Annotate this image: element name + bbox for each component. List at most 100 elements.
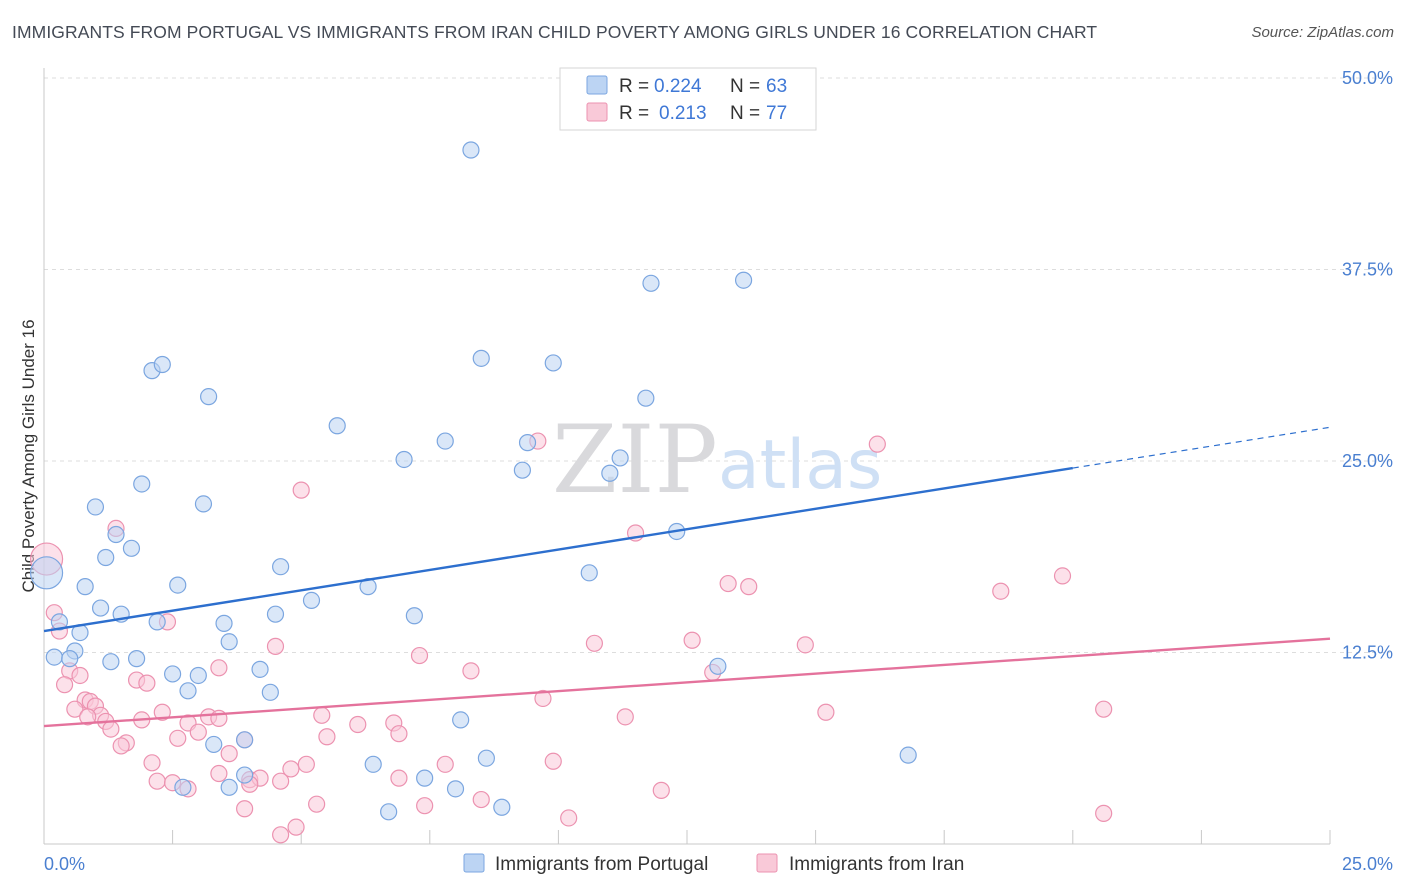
- iran-point: [272, 772, 290, 790]
- legend-r-value-portugal: 0.224: [654, 76, 702, 97]
- portugal-point: [133, 475, 151, 493]
- iran-point: [272, 826, 290, 844]
- chart-title: IMMIGRANTS FROM PORTUGAL VS IMMIGRANTS F…: [12, 22, 1098, 42]
- iran-point: [102, 720, 120, 738]
- iran-point: [616, 708, 634, 726]
- portugal-point: [518, 434, 537, 452]
- iran-point: [652, 781, 670, 799]
- portugal-point: [236, 766, 254, 784]
- iran-point: [292, 481, 310, 499]
- iran-point: [282, 760, 300, 778]
- trendline-iran: [43, 637, 1331, 728]
- iran-point: [79, 708, 97, 726]
- portugal-point: [261, 683, 279, 701]
- gridlines: [44, 77, 1390, 653]
- iran-point: [1095, 804, 1113, 822]
- portugal-point: [179, 682, 197, 700]
- portugal-point: [580, 564, 598, 582]
- iran-point: [138, 674, 156, 692]
- legend-r-label-iran: R =: [619, 103, 649, 124]
- y-tick-label: 25.0%: [1342, 451, 1393, 471]
- portugal-point: [416, 769, 434, 787]
- iran-point: [210, 659, 228, 677]
- iran-point: [143, 754, 161, 772]
- trendline-portugal: [43, 466, 1073, 633]
- watermark: ZIP atlas: [552, 406, 882, 515]
- bottom-legend-label-iran: Immigrants from Iran: [789, 854, 964, 875]
- source-label: Source: ZipAtlas.com: [1251, 24, 1394, 41]
- portugal-point: [493, 798, 511, 816]
- portugal-point: [544, 354, 562, 372]
- portugal-point: [200, 388, 218, 406]
- x-ticks: [172, 830, 1331, 844]
- iran-point: [740, 578, 758, 596]
- trendlines: [43, 426, 1331, 728]
- legend-swatch-portugal: [586, 75, 608, 95]
- portugal-point: [462, 141, 480, 159]
- iran-point: [210, 764, 228, 783]
- portugal-point: [215, 614, 233, 632]
- iran-point: [560, 809, 578, 827]
- portugal-point: [107, 525, 125, 544]
- iran-point: [66, 700, 84, 718]
- iran-point: [112, 737, 130, 755]
- legend-swatch-iran: [586, 102, 608, 122]
- bottom-legend: Immigrants from Portugal Immigrants from…: [463, 853, 964, 875]
- watermark-atlas: atlas: [718, 426, 882, 505]
- iran-point: [220, 745, 238, 763]
- series-iran-points: [29, 432, 1113, 844]
- portugal-point: [148, 613, 166, 631]
- x-tick-labels: 0.0% 25.0%: [44, 854, 1393, 874]
- iran-point: [55, 676, 74, 694]
- portugal-point: [266, 605, 285, 623]
- iran-point: [71, 666, 89, 685]
- portugal-point: [364, 755, 382, 773]
- iran-point: [796, 636, 814, 654]
- iran-point: [868, 435, 886, 453]
- portugal-point: [452, 711, 470, 729]
- portugal-point: [86, 498, 105, 516]
- portugal-point: [29, 556, 64, 590]
- x-tick-label: 25.0%: [1342, 854, 1393, 874]
- legend-n-label-portugal: N =: [730, 76, 760, 97]
- iran-point: [266, 637, 285, 655]
- iran-point: [683, 631, 701, 649]
- portugal-point: [102, 653, 120, 671]
- portugal-point: [164, 665, 182, 683]
- bottom-legend-swatch-portugal: [463, 853, 485, 873]
- portugal-point: [601, 464, 619, 482]
- legend-n-label-iran: N =: [730, 103, 760, 124]
- iran-point: [585, 634, 604, 652]
- portugal-point: [734, 271, 753, 289]
- series-portugal-points: [29, 141, 917, 821]
- y-tick-label: 50.0%: [1342, 68, 1393, 88]
- iran-point: [148, 772, 166, 790]
- iran-point: [410, 646, 429, 665]
- legend-n-value-iran: 77: [766, 103, 787, 124]
- portugal-point: [97, 548, 115, 567]
- x-tick-label: 0.0%: [44, 854, 85, 874]
- portugal-point: [76, 578, 94, 596]
- iran-point: [236, 800, 254, 818]
- portugal-point: [642, 274, 660, 292]
- iran-point: [436, 755, 454, 773]
- iran-point: [534, 689, 552, 708]
- y-tick-labels: 12.5% 25.0% 37.5% 50.0%: [1342, 68, 1393, 663]
- iran-point: [1095, 700, 1113, 718]
- portugal-point: [122, 539, 141, 557]
- iran-point: [390, 769, 408, 787]
- iran-point: [169, 729, 187, 747]
- portugal-point: [302, 591, 321, 610]
- portugal-point: [50, 613, 69, 631]
- portugal-point: [405, 607, 423, 625]
- portugal-point: [220, 778, 238, 796]
- iran-point: [153, 703, 171, 721]
- legend-n-value-portugal: 63: [766, 76, 787, 97]
- portugal-point: [194, 495, 213, 513]
- iran-point: [544, 752, 562, 770]
- portugal-point: [436, 432, 454, 450]
- portugal-point: [174, 778, 192, 796]
- portugal-point: [236, 731, 254, 749]
- portugal-point: [899, 746, 917, 764]
- legend-r-value-iran: 0.213: [659, 103, 707, 124]
